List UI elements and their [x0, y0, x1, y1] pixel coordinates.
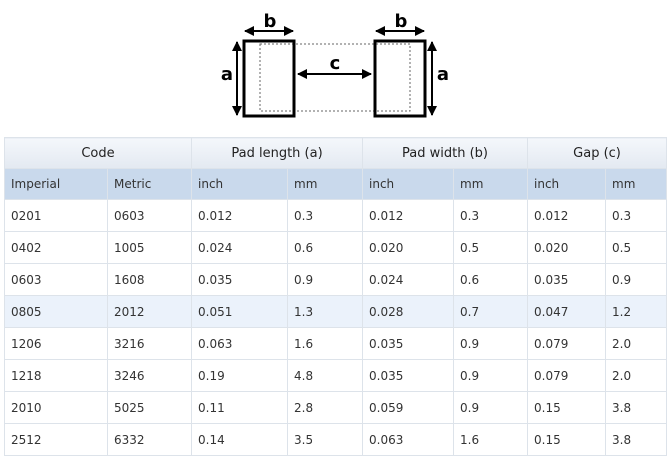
table-cell: 0.7 — [453, 295, 529, 328]
table-cell: 0.063 — [362, 423, 455, 456]
sub-header-gap-mm: mm — [605, 168, 668, 200]
table-row: 2010 5025 0.11 2.8 0.059 0.9 0.15 3.8 — [4, 391, 668, 424]
table-cell: 0.059 — [362, 391, 455, 424]
table-cell: 0.11 — [191, 391, 288, 424]
label-b-right: b — [395, 11, 408, 32]
table-cell: 5025 — [107, 391, 192, 424]
table-cell: 0805 — [4, 295, 108, 328]
table-cell: 0.9 — [605, 263, 668, 296]
table-cell: 2.0 — [605, 359, 668, 392]
group-header-pad-length: Pad length (a) — [190, 137, 364, 169]
component-outline — [259, 43, 411, 112]
table-cell: 0.9 — [286, 263, 364, 296]
table-cell: 3.5 — [286, 423, 364, 456]
table-cell: 0.063 — [191, 327, 288, 360]
table-cell: 1.6 — [286, 327, 364, 360]
table-cell: 1.6 — [453, 423, 529, 456]
label-b-left: b — [264, 11, 277, 32]
right-pad — [373, 39, 427, 118]
table-cell: 3216 — [107, 327, 192, 360]
left-pad — [242, 39, 296, 118]
table-cell: 0.024 — [362, 263, 455, 296]
table-cell: 2.8 — [286, 391, 364, 424]
table-cell: 3.8 — [605, 391, 668, 424]
table-cell: 0.9 — [453, 391, 529, 424]
table-cell: 0.028 — [362, 295, 455, 328]
table-cell: 0.035 — [527, 263, 607, 296]
table-cell: 0402 — [4, 231, 108, 264]
table-cell: 0.3 — [605, 199, 668, 232]
label-a-left: a — [221, 64, 233, 85]
table-cell: 0.15 — [527, 391, 607, 424]
table-cell: 2512 — [4, 423, 108, 456]
table-row: 1218 3246 0.19 4.8 0.035 0.9 0.079 2.0 — [4, 359, 668, 392]
table-cell: 0.012 — [362, 199, 455, 232]
table-cell: 0.6 — [286, 231, 364, 264]
sub-header-pad-width-inch: inch — [362, 168, 455, 200]
pad-dimensions-table: Code Pad length (a) Pad width (b) Gap (c… — [4, 137, 668, 456]
table-cell: 0603 — [107, 199, 192, 232]
group-header-gap: Gap (c) — [527, 137, 668, 169]
sub-header-pad-length-mm: mm — [286, 168, 364, 200]
table-cell: 1218 — [4, 359, 108, 392]
table-cell: 0.6 — [453, 263, 529, 296]
table-cell: 0.3 — [286, 199, 364, 232]
label-c: c — [330, 53, 341, 74]
table-row: 1206 3216 0.063 1.6 0.035 0.9 0.079 2.0 — [4, 327, 668, 360]
table-cell: 0201 — [4, 199, 108, 232]
table-cell: 3.8 — [605, 423, 668, 456]
table-cell: 1005 — [107, 231, 192, 264]
table-cell: 0.012 — [527, 199, 607, 232]
table-cell: 0.9 — [453, 359, 529, 392]
table-cell: 0.9 — [453, 327, 529, 360]
table-cell: 0.035 — [191, 263, 288, 296]
group-header-pad-width: Pad width (b) — [362, 137, 529, 169]
table-cell: 0.5 — [605, 231, 668, 264]
table-cell: 2012 — [107, 295, 192, 328]
table-cell: 0603 — [4, 263, 108, 296]
table-cell: 1608 — [107, 263, 192, 296]
pad-dimension-diagram: b b a a c — [221, 11, 449, 118]
sub-header-gap-inch: inch — [527, 168, 607, 200]
sub-header-pad-length-inch: inch — [191, 168, 288, 200]
table-cell: 1.3 — [286, 295, 364, 328]
table-cell: 0.047 — [527, 295, 607, 328]
table-cell: 0.14 — [191, 423, 288, 456]
table-cell: 1.2 — [605, 295, 668, 328]
table-cell: 0.020 — [527, 231, 607, 264]
label-a-right: a — [437, 64, 449, 85]
table-row: 0805 2012 0.051 1.3 0.028 0.7 0.047 1.2 — [4, 295, 668, 328]
sub-header-pad-width-mm: mm — [453, 168, 529, 200]
table-cell: 0.035 — [362, 359, 455, 392]
group-header-row: Code Pad length (a) Pad width (b) Gap (c… — [4, 137, 668, 169]
table-row: 0603 1608 0.035 0.9 0.024 0.6 0.035 0.9 — [4, 263, 668, 296]
table-cell: 0.012 — [191, 199, 288, 232]
table-cell: 0.051 — [191, 295, 288, 328]
sub-header-row: Imperial Metric inch mm inch mm inch mm — [4, 168, 668, 200]
group-header-code: Code — [4, 137, 192, 169]
table-cell: 4.8 — [286, 359, 364, 392]
table-cell: 0.3 — [453, 199, 529, 232]
table-cell: 0.5 — [453, 231, 529, 264]
table-cell: 0.020 — [362, 231, 455, 264]
table-cell: 6332 — [107, 423, 192, 456]
table-cell: 2010 — [4, 391, 108, 424]
table-cell: 0.079 — [527, 327, 607, 360]
table-cell: 1206 — [4, 327, 108, 360]
sub-header-metric: Metric — [107, 168, 192, 200]
table-cell: 2.0 — [605, 327, 668, 360]
table-cell: 0.15 — [527, 423, 607, 456]
table-cell: 0.079 — [527, 359, 607, 392]
table-cell: 0.035 — [362, 327, 455, 360]
table-row: 2512 6332 0.14 3.5 0.063 1.6 0.15 3.8 — [4, 423, 668, 456]
sub-header-imperial: Imperial — [4, 168, 108, 200]
table-cell: 3246 — [107, 359, 192, 392]
table-row: 0201 0603 0.012 0.3 0.012 0.3 0.012 0.3 — [4, 199, 668, 232]
table-cell: 0.024 — [191, 231, 288, 264]
table-row: 0402 1005 0.024 0.6 0.020 0.5 0.020 0.5 — [4, 231, 668, 264]
table-cell: 0.19 — [191, 359, 288, 392]
